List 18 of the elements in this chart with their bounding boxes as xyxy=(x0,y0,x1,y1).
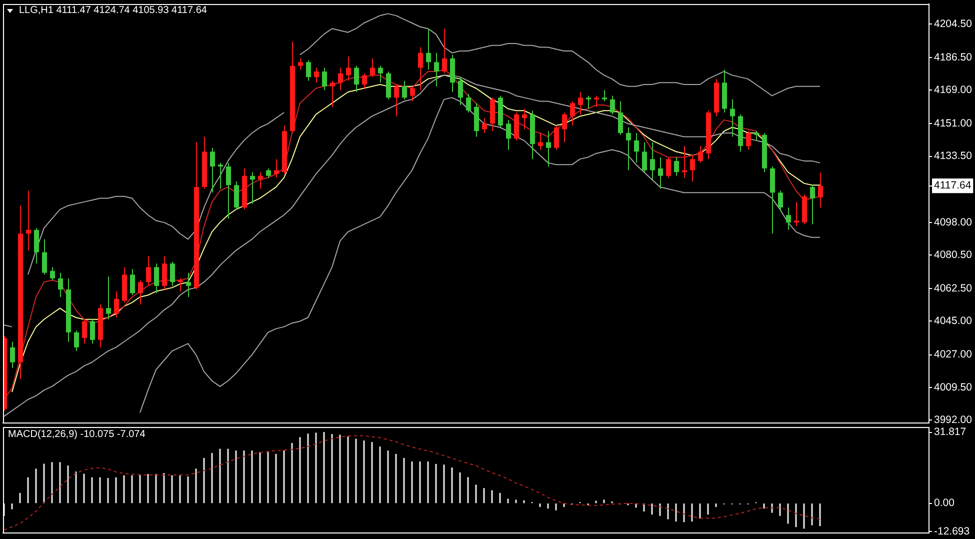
y-tick-label: 4027.00 xyxy=(934,348,972,361)
y-tick-label: 4133.50 xyxy=(934,150,972,162)
chart-title: MACD(12,26,9) -10.075 -7.074 xyxy=(8,428,146,441)
chart-title: LLG,H1 4111.47 4124.74 4105.93 4117.64 xyxy=(19,4,207,17)
y-tick-label: 31.817 xyxy=(934,426,966,438)
y-tick-label: 3992.00 xyxy=(934,414,972,426)
y-tick-label: 0.00 xyxy=(934,497,955,510)
y-tick-label: 4151.00 xyxy=(934,118,972,130)
y-tick-label: -12.693 xyxy=(934,526,970,538)
y-tick-label: 4169.00 xyxy=(934,84,972,96)
y-tick-label: 4009.50 xyxy=(934,381,972,394)
y-tick-label: 4204.50 xyxy=(934,18,972,30)
y-tick-label: 4080.50 xyxy=(934,248,972,261)
y-tick-label: 4117.64 xyxy=(934,180,972,192)
y-tick-label: 4186.50 xyxy=(934,51,972,64)
y-tick-label: 4045.00 xyxy=(934,315,972,328)
y-tick-label: 4098.00 xyxy=(934,216,972,228)
y-tick-label: 4062.50 xyxy=(934,282,972,295)
